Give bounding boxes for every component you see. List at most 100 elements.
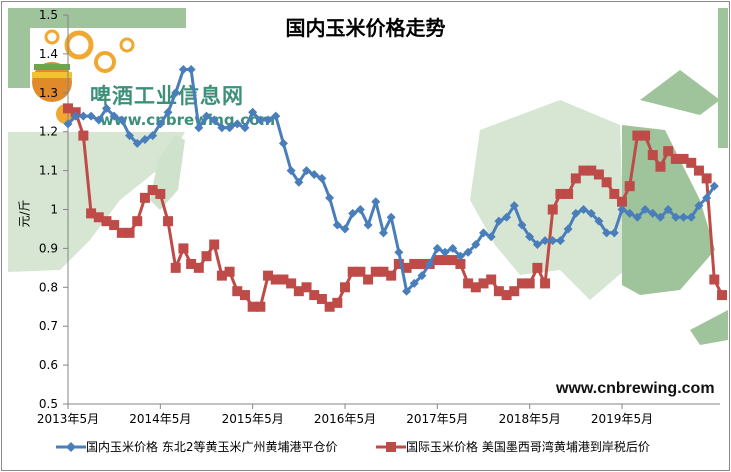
data-point-domestic bbox=[202, 111, 211, 121]
data-point-domestic bbox=[448, 243, 458, 253]
data-point-international bbox=[540, 278, 551, 289]
data-point-domestic bbox=[409, 278, 419, 288]
logo-ring bbox=[64, 30, 94, 60]
data-point-international bbox=[678, 153, 689, 164]
data-point-international bbox=[393, 258, 404, 269]
y-tick-label: 1.5 bbox=[39, 8, 58, 22]
data-point-domestic bbox=[286, 166, 296, 176]
data-point-international bbox=[278, 274, 289, 285]
data-point-international bbox=[663, 146, 674, 157]
data-point-international bbox=[586, 165, 597, 176]
data-point-international bbox=[116, 227, 127, 238]
legend-label-domestic: 国内玉米价格 东北2等黄玉米广州黄埔港平仓价 bbox=[86, 440, 338, 454]
legend-marker-diamond-icon bbox=[56, 441, 86, 452]
data-point-international bbox=[355, 266, 366, 277]
data-point-domestic bbox=[348, 208, 358, 218]
data-point-international bbox=[670, 153, 681, 164]
x-tick-label: 2014年5月 bbox=[129, 412, 191, 426]
data-point-domestic bbox=[394, 247, 404, 257]
chart-title: 国内玉米价格走势 bbox=[285, 16, 446, 40]
data-point-domestic bbox=[363, 220, 373, 230]
data-point-international bbox=[340, 282, 350, 293]
data-point-domestic bbox=[63, 119, 73, 129]
data-point-international bbox=[216, 270, 227, 281]
y-tick-label: 1.2 bbox=[39, 125, 58, 139]
data-point-domestic bbox=[117, 115, 127, 125]
data-point-international bbox=[470, 282, 481, 293]
data-point-international bbox=[247, 301, 258, 312]
data-point-international bbox=[286, 278, 297, 289]
data-point-domestic bbox=[517, 220, 527, 230]
data-point-domestic bbox=[386, 212, 396, 222]
data-point-international bbox=[432, 255, 443, 266]
data-point-international bbox=[693, 165, 704, 176]
data-point-international bbox=[516, 278, 527, 289]
data-point-international bbox=[124, 227, 135, 238]
data-point-domestic bbox=[155, 119, 165, 129]
data-point-domestic bbox=[163, 107, 173, 117]
data-point-domestic bbox=[571, 208, 581, 218]
map-land-right-edge bbox=[718, 8, 728, 148]
data-point-international bbox=[293, 286, 304, 297]
data-point-domestic bbox=[340, 224, 350, 234]
data-point-domestic bbox=[609, 228, 619, 238]
data-point-international bbox=[655, 161, 666, 172]
x-tick-label: 2017年5月 bbox=[406, 412, 468, 426]
data-point-domestic bbox=[278, 138, 288, 148]
data-point-international bbox=[109, 220, 120, 231]
logo-ring bbox=[94, 51, 116, 73]
data-point-international bbox=[624, 181, 635, 192]
y-tick-label: 0.7 bbox=[39, 319, 58, 333]
data-point-domestic bbox=[594, 216, 604, 226]
data-point-international bbox=[101, 216, 112, 227]
data-point-international bbox=[578, 165, 589, 176]
data-point-domestic bbox=[655, 212, 665, 222]
legend-item-domestic: 国内玉米价格 东北2等黄玉米广州黄埔港平仓价 bbox=[56, 438, 337, 455]
corner-watermark: www.cnbrewing.com bbox=[556, 380, 715, 397]
data-point-domestic bbox=[640, 205, 650, 214]
data-point-domestic bbox=[509, 201, 519, 211]
data-point-domestic bbox=[471, 240, 481, 250]
y-tick-label: 0.9 bbox=[39, 241, 58, 255]
data-point-domestic bbox=[463, 247, 473, 257]
x-tick-label: 2013年5月 bbox=[37, 412, 99, 426]
data-point-domestic bbox=[563, 224, 573, 234]
data-point-domestic bbox=[617, 205, 627, 214]
data-point-international bbox=[324, 301, 335, 312]
data-point-international bbox=[170, 262, 181, 273]
data-point-domestic bbox=[694, 201, 704, 211]
data-point-domestic bbox=[671, 212, 681, 222]
data-point-international bbox=[478, 278, 489, 289]
data-point-international bbox=[570, 173, 581, 184]
data-point-international bbox=[332, 297, 343, 308]
data-point-domestic bbox=[479, 228, 488, 238]
data-point-international bbox=[347, 266, 358, 277]
data-point-international bbox=[701, 173, 712, 184]
data-point-international bbox=[93, 212, 104, 223]
data-point-domestic bbox=[255, 115, 265, 125]
data-point-domestic bbox=[171, 88, 181, 98]
x-tick-label: 2016年5月 bbox=[314, 412, 376, 426]
data-point-international bbox=[232, 286, 243, 297]
map-land-nz bbox=[690, 310, 728, 345]
x-tick-label: 2018年5月 bbox=[499, 412, 561, 426]
x-tick-label: 2019年5月 bbox=[591, 412, 653, 426]
data-point-domestic bbox=[486, 232, 496, 242]
legend-marker-square-icon bbox=[376, 441, 406, 452]
data-point-international bbox=[686, 157, 697, 168]
data-point-international bbox=[647, 150, 658, 161]
data-point-domestic bbox=[225, 123, 235, 133]
data-point-domestic bbox=[625, 208, 635, 218]
data-point-international bbox=[163, 216, 174, 227]
data-point-international bbox=[178, 243, 189, 254]
data-point-domestic bbox=[101, 103, 111, 113]
data-point-domestic bbox=[425, 259, 435, 269]
y-tick-label: 0.8 bbox=[39, 280, 58, 294]
data-point-international bbox=[501, 290, 512, 301]
data-point-international bbox=[547, 204, 558, 215]
data-point-international bbox=[63, 103, 73, 114]
y-tick-label: 1.1 bbox=[39, 164, 58, 178]
data-point-international bbox=[386, 270, 397, 281]
logo-ring bbox=[44, 29, 60, 45]
